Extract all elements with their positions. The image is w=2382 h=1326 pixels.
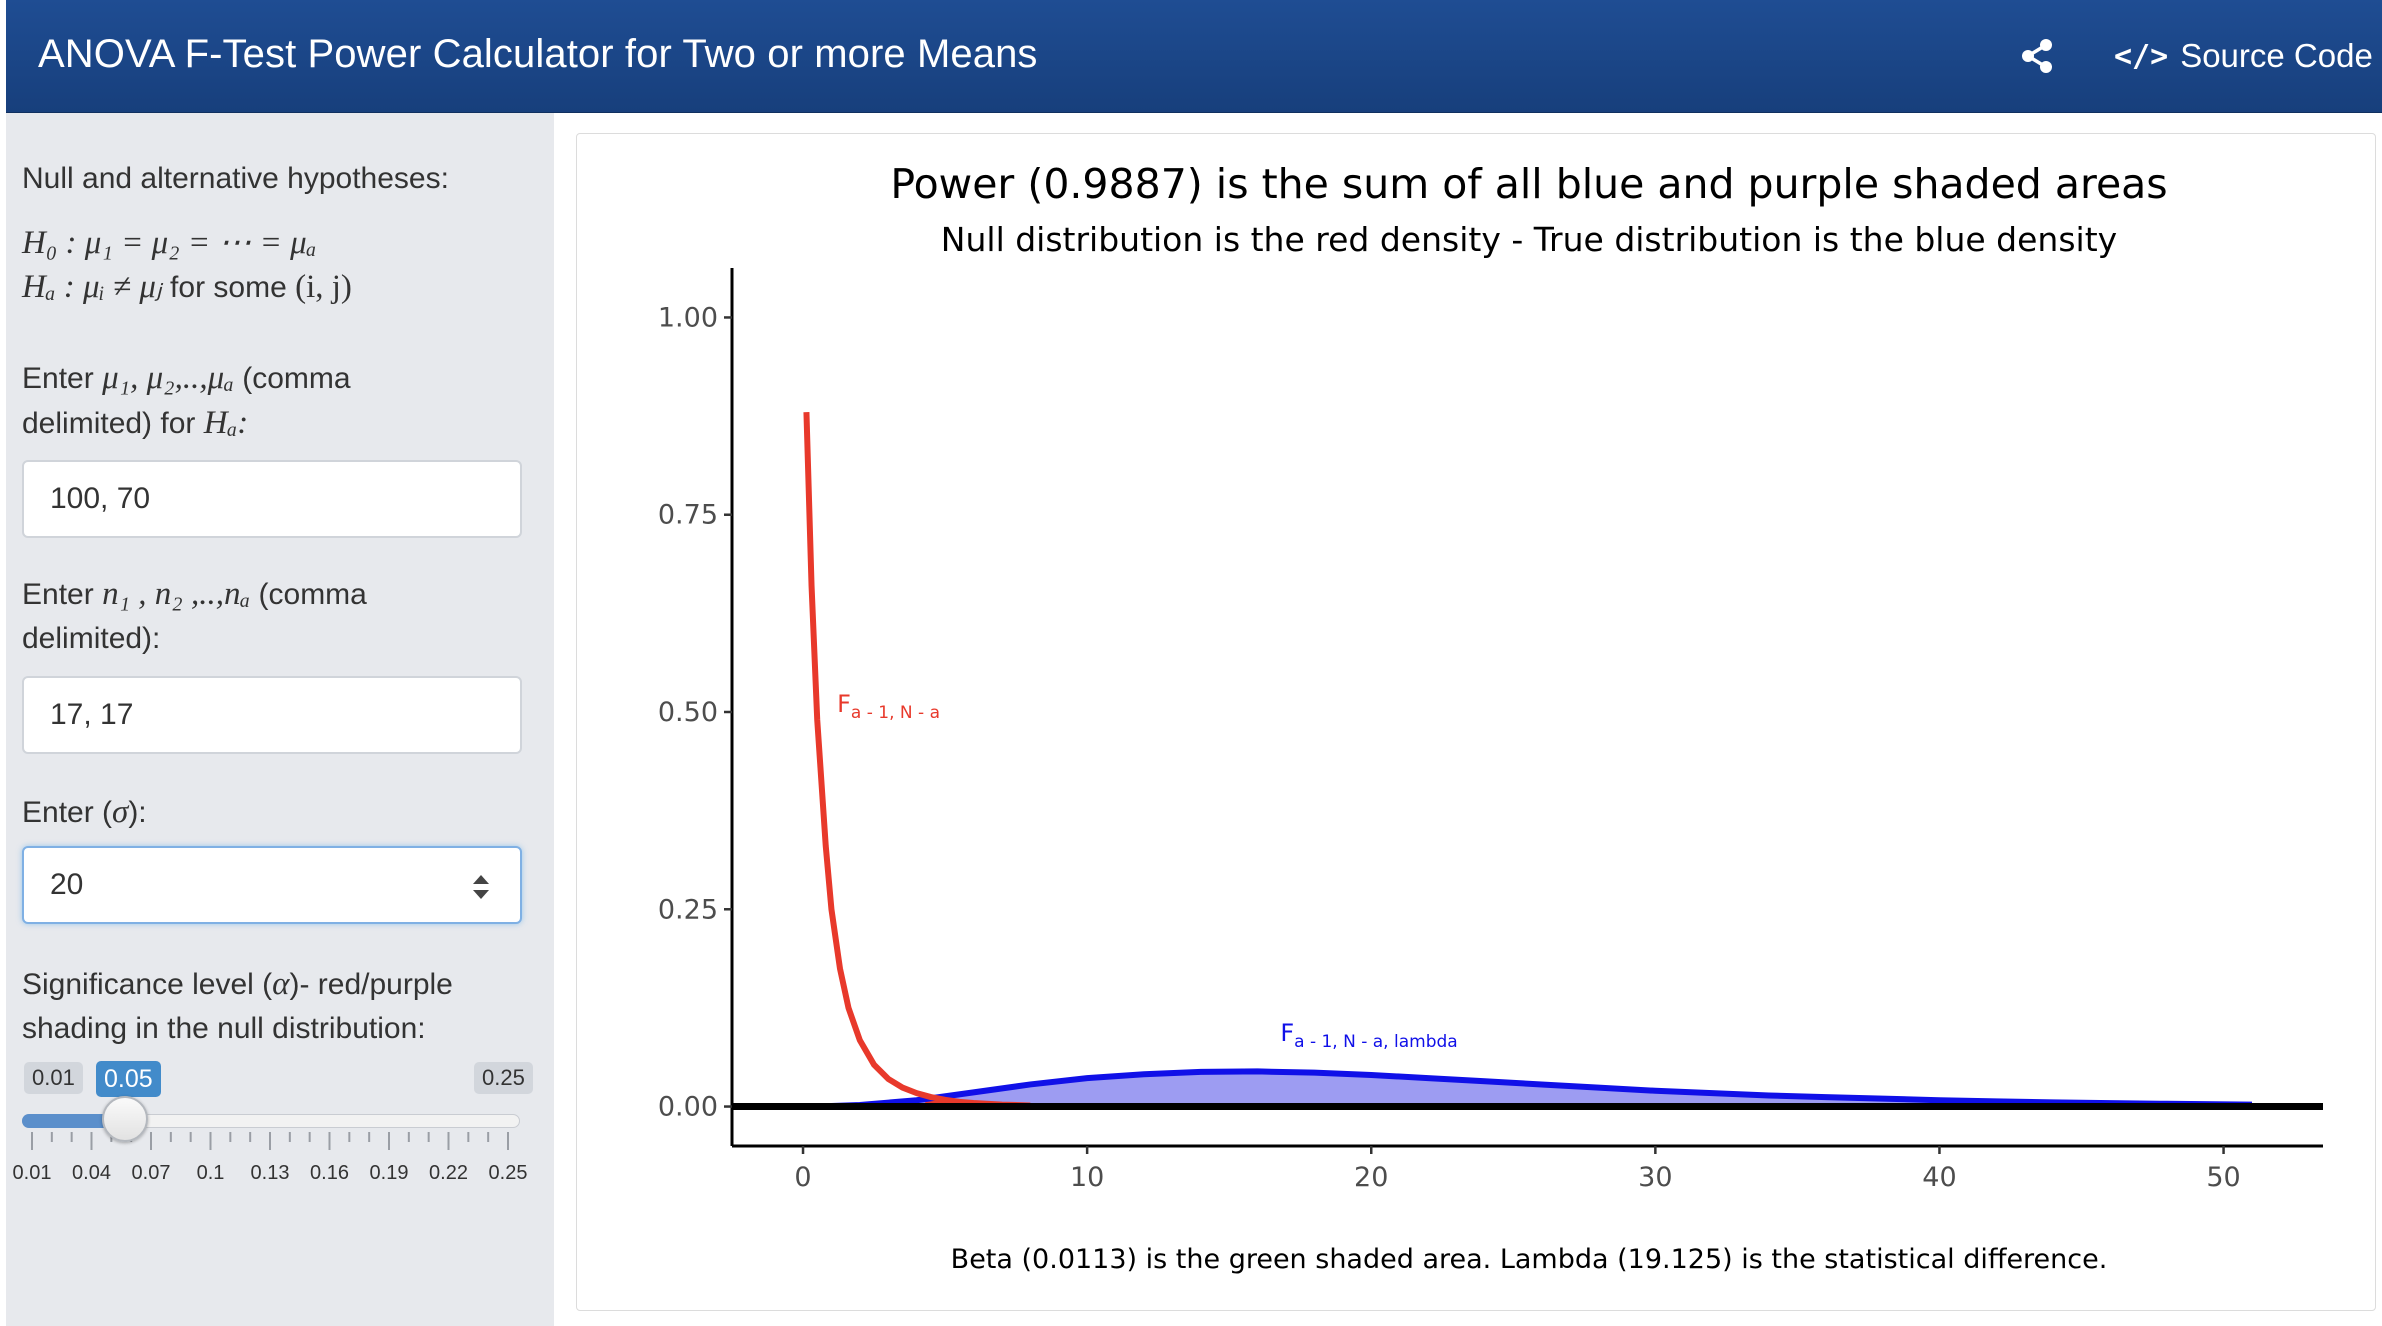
code-icon: </>	[2114, 38, 2169, 74]
share-icon	[2022, 39, 2052, 73]
y-tick-label: 0.25	[658, 894, 718, 925]
number-spinner-icon[interactable]	[470, 870, 492, 904]
slider-value-badge: 0.05	[96, 1061, 161, 1097]
slider-tick-label: 0.22	[429, 1162, 468, 1184]
slider-tick-label: 0.1	[196, 1162, 225, 1184]
slider-tick-label: 0.16	[310, 1162, 349, 1184]
alt-density-area	[817, 1071, 2252, 1107]
x-tick-label: 0	[794, 1162, 811, 1193]
sigma-input-value: 20	[50, 868, 84, 901]
power-chart: Power (0.9887) is the sum of all blue an…	[658, 160, 2323, 1275]
alt-dist-label: Fa - 1, N - a, lambda	[1280, 1019, 1457, 1052]
means-label: Enter μ₁, μ₂,..,μₐ (comma delimited) for…	[22, 360, 351, 441]
sample-sizes-input[interactable]: 17, 17	[22, 676, 522, 754]
chart-caption: Beta (0.0113) is the green shaded area. …	[951, 1244, 2108, 1275]
sigma-input[interactable]: 20	[22, 846, 522, 924]
source-code-link[interactable]: </> Source Code	[2114, 30, 2373, 82]
y-tick-label: 0.00	[658, 1092, 718, 1123]
slider-tick-label: 0.04	[72, 1162, 111, 1184]
slider-tick-label: 0.13	[250, 1162, 290, 1184]
null-dist-label: Fa - 1, N - a	[837, 690, 940, 723]
alt-density-line	[817, 1068, 2252, 1110]
alpha-slider-fill	[22, 1114, 126, 1128]
slider-ticks	[31, 1132, 509, 1150]
alpha-slider-handle[interactable]	[102, 1096, 148, 1142]
chart-subtitle: Null distribution is the red density - T…	[941, 220, 2117, 259]
sigma-label: Enter (σ):	[22, 794, 147, 830]
y-tick-label: 0.50	[658, 697, 718, 728]
null-hypothesis-formula: H₀ : μ₁ = μ₂ = ⋯ = μₐ	[22, 225, 317, 261]
source-code-label: Source Code	[2180, 37, 2373, 74]
hypotheses-label: Null and alternative hypotheses:	[22, 162, 449, 195]
slider-tick-label: 0.01	[12, 1162, 52, 1184]
app-title: ANOVA F-Test Power Calculator for Two or…	[38, 32, 1038, 76]
navbar: ANOVA F-Test Power Calculator for Two or…	[6, 0, 2382, 113]
slider-tick-label: 0.19	[369, 1162, 409, 1184]
alpha-label: Significance level (α)- red/purple shadi…	[22, 966, 453, 1045]
x-tick-label: 50	[2206, 1162, 2240, 1193]
sample-sizes-label: Enter n₁ , n₂ ,..,nₐ (comma delimited):	[22, 576, 367, 655]
null-density-line	[803, 412, 1031, 1109]
x-tick-label: 10	[1070, 1162, 1104, 1193]
x-tick-label: 30	[1638, 1162, 1672, 1193]
alt-hypothesis-formula: Hₐ : μᵢ ≠ μⱼ for some (i, j)	[22, 269, 352, 305]
chart-title: Power (0.9887) is the sum of all blue an…	[890, 160, 2167, 208]
slider-max-badge: 0.25	[474, 1062, 533, 1094]
y-tick-label: 1.00	[658, 302, 718, 333]
x-tick-label: 40	[1922, 1162, 1956, 1193]
slider-min-badge: 0.01	[24, 1062, 83, 1094]
plot-panel: Power (0.9887) is the sum of all blue an…	[576, 133, 2376, 1311]
slider-tick-label: 0.25	[488, 1162, 528, 1184]
means-input[interactable]: 100, 70	[22, 460, 522, 538]
x-tick-label: 20	[1354, 1162, 1388, 1193]
slider-tick-label: 0.07	[131, 1162, 171, 1184]
y-tick-label: 0.75	[658, 500, 718, 531]
share-button[interactable]	[2016, 36, 2060, 76]
